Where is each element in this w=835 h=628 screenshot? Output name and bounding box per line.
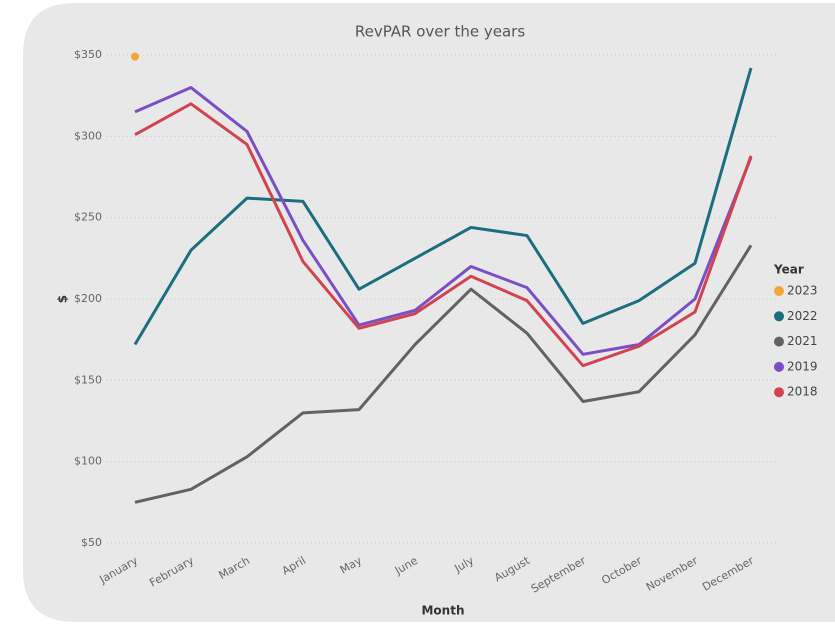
legend-label: 2019 xyxy=(787,359,818,373)
legend-title: Year xyxy=(773,263,804,277)
legend-marker xyxy=(774,286,784,296)
y-tick-label: $350 xyxy=(74,48,102,61)
legend-marker xyxy=(774,387,784,398)
card xyxy=(23,3,835,622)
y-tick-label: $300 xyxy=(74,129,102,142)
x-axis-title: Month xyxy=(421,604,464,618)
y-tick-label: $250 xyxy=(74,211,102,224)
y-tick-label: $150 xyxy=(74,373,102,386)
legend-label: 2023 xyxy=(787,284,818,298)
legend-label: 2021 xyxy=(787,334,818,348)
line-point xyxy=(131,52,139,61)
legend-marker xyxy=(774,336,784,347)
y-axis-title: $ xyxy=(56,295,70,303)
y-tick-label: $50 xyxy=(81,536,102,549)
chart-title: RevPAR over the years xyxy=(355,23,525,41)
legend-label: 2018 xyxy=(787,385,818,399)
line xyxy=(134,86,753,356)
y-tick-label: $200 xyxy=(74,292,102,305)
legend-label: 2022 xyxy=(787,309,818,323)
line xyxy=(134,102,753,368)
legend-marker xyxy=(774,311,784,322)
legend-marker xyxy=(774,361,784,372)
y-tick-label: $100 xyxy=(74,455,102,468)
line xyxy=(134,244,753,504)
line xyxy=(133,67,753,346)
